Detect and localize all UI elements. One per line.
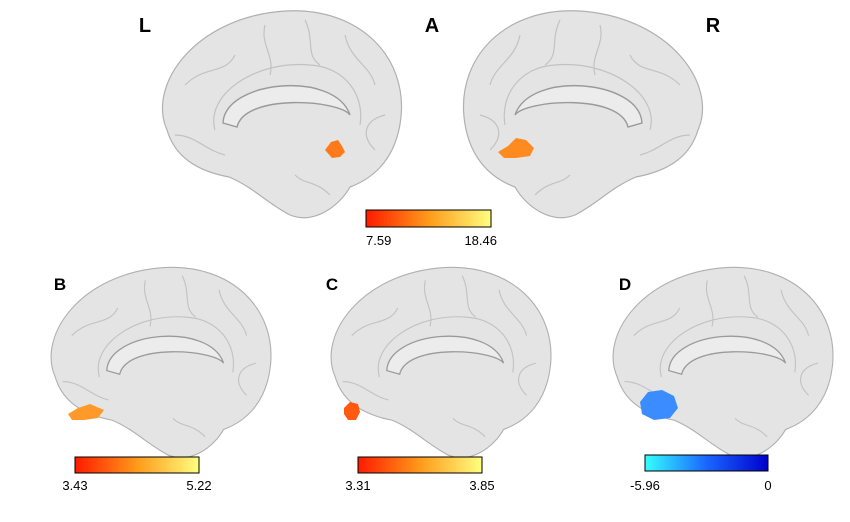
colorbar [357, 456, 483, 474]
panel-label: B [54, 275, 66, 294]
colorbar-min: 7.59 [366, 233, 391, 248]
panel-label: A [425, 15, 439, 37]
colorbar [365, 209, 492, 228]
panel-label: C [326, 275, 338, 294]
brain [50, 266, 272, 459]
activation-blob [498, 138, 534, 158]
colorbar-max: 5.22 [186, 478, 211, 493]
activation-blob [325, 140, 345, 158]
brain [161, 10, 403, 219]
side-label: L [139, 15, 151, 37]
colorbar-max: 18.46 [464, 233, 497, 248]
panel-label: D [619, 275, 631, 294]
brain [330, 266, 552, 459]
colorbar-min: -5.96 [630, 478, 660, 493]
brain [612, 266, 834, 459]
colorbar [644, 454, 769, 472]
colorbar-min: 3.31 [345, 478, 370, 493]
activation-blob [344, 402, 360, 420]
activation-blob [68, 404, 104, 420]
colorbar [74, 456, 200, 474]
colorbar-max: 0 [764, 478, 771, 493]
activation-blob [640, 390, 678, 420]
brain [462, 10, 704, 219]
side-label: R [706, 15, 721, 37]
colorbar-min: 3.43 [62, 478, 87, 493]
colorbar-max: 3.85 [469, 478, 494, 493]
